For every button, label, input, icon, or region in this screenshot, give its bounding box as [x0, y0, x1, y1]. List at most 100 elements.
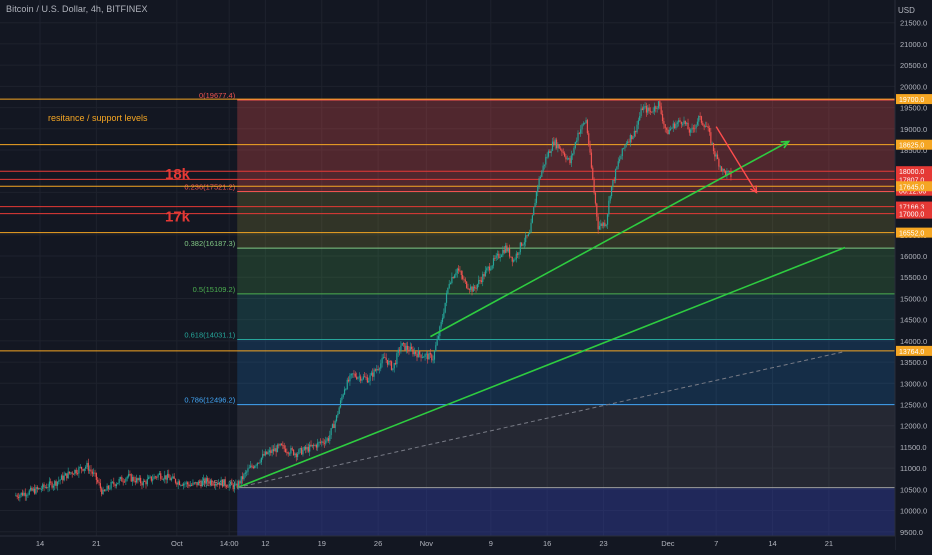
candle-body [498, 253, 500, 258]
candle-body [679, 120, 681, 122]
candle-body [402, 343, 405, 344]
candle-body [621, 148, 623, 157]
fib-level-label: 0(19677.4) [199, 91, 236, 100]
candle-body [189, 485, 191, 487]
candle-body [423, 356, 425, 358]
candle-body [121, 477, 123, 482]
candle-body [483, 274, 485, 277]
candle-body [624, 145, 626, 149]
candle-body [451, 277, 453, 284]
time-tick-label: 23 [599, 539, 607, 548]
candle-body [456, 268, 458, 274]
candle-body [724, 170, 727, 176]
price-tag-label: 17645.0 [899, 184, 924, 191]
candle-body [537, 185, 539, 192]
candle-body [597, 216, 599, 230]
candle-body [447, 287, 449, 294]
time-tick-label: 16 [543, 539, 551, 548]
candle-body [154, 476, 156, 478]
candle-body [480, 280, 483, 282]
candle-body [286, 452, 288, 453]
candle-body [372, 372, 374, 377]
candle-body [172, 476, 174, 479]
candle-body [114, 484, 116, 487]
candle-body [518, 252, 520, 255]
candle-body [610, 186, 613, 197]
candle-body [323, 442, 326, 444]
candle-body [401, 343, 403, 346]
candle-body [596, 203, 598, 217]
down-arrow-shaft [715, 126, 758, 193]
candle-body [633, 130, 635, 137]
candle-body [21, 492, 24, 496]
price-axis-bg [895, 0, 932, 550]
candle-body [89, 469, 91, 471]
candle-body [153, 476, 155, 480]
candle-body [118, 479, 120, 483]
candle-body [452, 277, 454, 279]
candle-body [627, 141, 629, 144]
candle-body [313, 444, 315, 446]
trendline [430, 140, 790, 338]
candle-body [431, 354, 433, 361]
time-tick-label: 14 [768, 539, 776, 548]
candle-body [264, 451, 266, 456]
candle-body [568, 158, 570, 160]
candle-body [216, 483, 218, 485]
candle-body [145, 481, 147, 485]
candle-body [680, 121, 682, 125]
candle-body [150, 476, 152, 481]
candle-body [655, 106, 657, 109]
candle-body [600, 223, 602, 227]
candle-body [119, 477, 122, 480]
candle-body [572, 153, 574, 156]
candle-body [177, 481, 179, 485]
candle-body [270, 450, 272, 453]
candle-body [225, 485, 228, 487]
candle-body [429, 353, 432, 355]
price-axis: 9500.0 10000.0 10500.0 11000.0 11500.0 12000.… [894, 0, 932, 550]
candle-body [338, 407, 340, 414]
candle-body [664, 124, 666, 129]
candle-body [412, 348, 414, 355]
candle-body [262, 454, 264, 458]
candle-body [25, 495, 28, 497]
candle-body [602, 222, 605, 226]
candle-body [62, 475, 64, 481]
price-tick-label: 14000.0 [900, 337, 927, 346]
candle-body [580, 129, 582, 134]
candle-body [382, 357, 385, 359]
price-tick-label: 19000.0 [900, 125, 927, 134]
candle-body [389, 361, 391, 362]
candle-body [274, 448, 276, 452]
candle-body [319, 441, 322, 443]
candle-body [101, 488, 103, 495]
candle-body [36, 487, 38, 489]
candle-body [166, 473, 169, 480]
candle-body [74, 469, 76, 475]
price-tag-label: 17000.0 [899, 212, 924, 219]
currency-badge[interactable]: USD [898, 6, 915, 15]
candle-body [95, 472, 97, 480]
candle-body [546, 156, 548, 158]
candle-body [240, 476, 242, 484]
candle-body [576, 140, 578, 143]
candle-body [530, 222, 532, 233]
candle-body [362, 376, 364, 380]
price-tag-label: 16552.0 [899, 231, 924, 238]
candle-body [141, 483, 143, 486]
price-tag-label: 18000.0 [899, 169, 924, 176]
fib-zone [237, 191, 896, 249]
candle-body [91, 471, 93, 474]
candle-body [542, 165, 544, 172]
candle-body [467, 287, 469, 290]
candle-body [117, 482, 119, 485]
candle-body [421, 356, 423, 358]
time-tick-label: 21 [825, 539, 833, 548]
candle-body [103, 489, 105, 491]
annotation-17k: 17k [165, 209, 191, 226]
candle-body [27, 494, 29, 496]
candle-body [612, 180, 614, 187]
